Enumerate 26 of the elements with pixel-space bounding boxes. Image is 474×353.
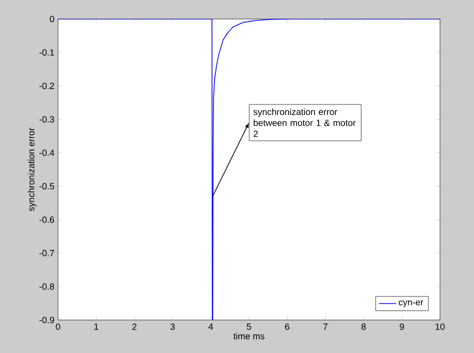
y-tick-label: -0.8 (39, 283, 54, 290)
y-tick-label: -0.3 (39, 116, 54, 123)
x-axis-title: time ms (233, 332, 264, 340)
x-tick-label: 2 (132, 324, 136, 330)
line-series (58, 19, 440, 320)
y-tick-label: 0 (50, 16, 54, 22)
x-tick-label: 5 (246, 324, 252, 330)
legend-label: cyn-er (398, 300, 424, 308)
x-tick-label: 6 (285, 324, 290, 330)
y-tick-label: -0.5 (39, 183, 54, 190)
x-tick-label: 9 (400, 324, 404, 330)
x-tick-label: 7 (323, 324, 328, 330)
x-tick-label: 8 (362, 324, 366, 330)
y-tick-label: -0.6 (39, 216, 54, 223)
x-tick-label: 1 (94, 324, 98, 330)
y-tick-label: -0.9 (39, 316, 54, 324)
y-tick-label: -0.2 (39, 82, 54, 90)
x-tick-label: 10 (436, 324, 445, 330)
y-tick-label: -0.7 (39, 250, 54, 256)
y-tick-label: -0.4 (39, 150, 54, 156)
annotation: synchronization error between motor 1 & motor 2 (253, 108, 356, 137)
x-tick-label: 3 (170, 324, 175, 330)
x-tick-label: 0 (56, 324, 60, 330)
y-axis-title: synchronization error (28, 128, 36, 212)
y-tick-label: -0.1 (39, 49, 54, 56)
x-tick-label: 4 (208, 324, 214, 330)
